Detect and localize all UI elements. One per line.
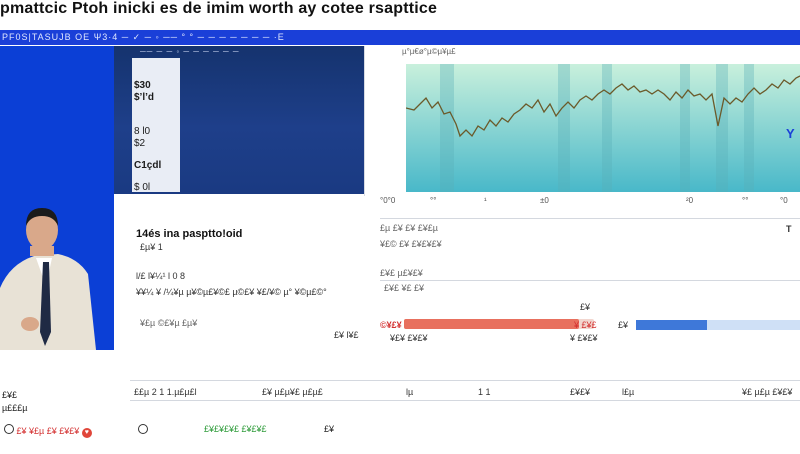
presenter-video — [0, 196, 114, 350]
info-line: £µ £¥ £¥ £¥£µ — [380, 223, 438, 233]
stock-chart[interactable] — [406, 64, 800, 192]
footer-green-text[interactable]: £¥£¥£¥£ £¥£¥£ — [204, 424, 267, 434]
presenter-image — [0, 196, 114, 350]
toolbar-text: PF0S|TASUJB OE Ψ3·4 ─ ✓ ─ ◦ ── ° ° ─ ─ ─… — [2, 32, 285, 42]
blue-bar-track — [636, 320, 800, 330]
info-heading: 14és ina pasptto!oid — [136, 228, 243, 240]
blue-bar-label: £¥ — [618, 320, 629, 330]
price-ticks-column — [132, 58, 180, 192]
circle-icon — [4, 424, 14, 434]
heart-icon: ♥ — [81, 428, 92, 438]
progress-header: £¥£ ¥£ £¥ — [384, 283, 425, 293]
progress-value-label: £¥ — [580, 302, 591, 312]
footer-option[interactable] — [138, 424, 148, 436]
price-tick: 8 l0 — [134, 126, 151, 137]
divider — [364, 46, 365, 196]
price-panel-header: ── ─ ─ ◦ ─ ─ ─ ─ ─ ─ — [140, 47, 240, 56]
progress-sub: ¥ £¥£¥ — [570, 333, 598, 343]
bottom-cell: lµ — [406, 387, 414, 397]
footer-action[interactable]: £¥ ¥£µ £¥ £¥£¥ ♥ — [4, 424, 92, 438]
progress-value: ¥ £¥£ — [574, 320, 597, 330]
radio-icon — [138, 424, 148, 434]
price-tick: $’l’d — [134, 92, 155, 103]
price-tick: $ 0l — [134, 182, 151, 193]
info-line: l/£ l¥¼¹ l 0 8 — [136, 271, 186, 281]
chart-small-label: T — [786, 224, 792, 234]
bottom-cell: ££µ 2 1 1.µ£µ£l — [134, 387, 197, 397]
divider — [380, 218, 800, 219]
price-tick: $30 — [134, 80, 151, 91]
page-title: pmattcic Ptoh inicki es de imim worth ay… — [0, 0, 438, 17]
x-tick: °0 — [780, 196, 788, 205]
info-line: ¥¥¼ ¥ /¼¥µ µ¥©µ£¥©£ µ©£¥ ¥£/¥© µ° ¥©µ£©° — [136, 287, 327, 297]
info-line: £¥£ µ£¥£¥ — [380, 268, 423, 278]
bottom-cell: £¥ µ£µ¥£ µ£µ£ — [262, 387, 323, 397]
divider — [130, 380, 800, 381]
x-tick: °0°0 — [380, 196, 396, 205]
footer-label: µ£££µ — [2, 403, 28, 413]
progress-sub: ¥£¥ £¥£¥ — [390, 333, 428, 343]
price-tick: C1çdl — [134, 160, 162, 171]
chart-title: µ°µ€ø°µ©µ¥µ£ — [402, 47, 456, 56]
divider — [380, 280, 800, 281]
info-line: ¥£© £¥ £¥£¥£¥ — [380, 239, 442, 249]
info-line: £µ¥ 1 — [140, 242, 163, 252]
toolbar — [0, 30, 800, 45]
x-tick: °° — [430, 196, 437, 205]
x-tick: °° — [742, 196, 749, 205]
bottom-cell: l£µ — [622, 387, 635, 397]
price-tick: $2 — [134, 138, 146, 149]
x-tick: ¹ — [484, 196, 487, 205]
blue-bar-fill — [636, 320, 707, 330]
bottom-cell: 1 1 — [478, 387, 491, 397]
x-tick: ±0 — [540, 196, 549, 205]
chart-right-label: Y — [786, 126, 795, 141]
divider — [130, 400, 800, 401]
progress-label: ©¥£¥ — [380, 320, 402, 330]
info-line: £¥ l¥£ — [334, 330, 359, 340]
footer-end-text: £¥ — [324, 424, 335, 434]
x-tick: ²0 — [686, 196, 694, 205]
footer-red-text: £¥ ¥£µ £¥ £¥£¥ — [16, 426, 80, 436]
bottom-cell: £¥£¥ — [570, 387, 591, 397]
footer-label: £¥£ — [2, 390, 18, 400]
info-line: ¥£µ ©£¥µ £µ¥ — [140, 318, 198, 328]
progress-fill — [404, 319, 579, 329]
bottom-cell: ¥£ µ£µ £¥£¥ — [742, 387, 793, 397]
